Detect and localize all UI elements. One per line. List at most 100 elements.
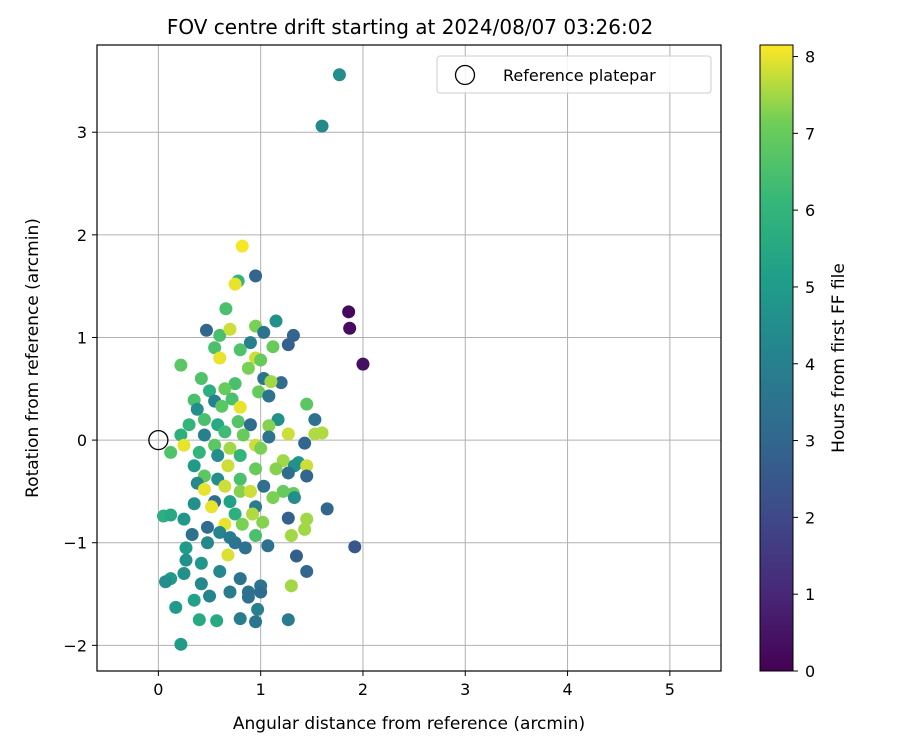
data-point [221,548,235,562]
legend-reference-marker [454,64,476,86]
data-point [187,459,201,473]
data-point [194,556,208,570]
data-point [200,536,214,550]
colorbar: 0 1 2 3 4 5 6 7 8 Hours from first FF file [759,44,849,681]
data-point [257,325,271,339]
data-point [281,511,295,525]
data-point [200,520,214,534]
colorbar-tick-label: 4 [805,355,815,374]
data-point [213,564,227,578]
data-point [298,436,312,450]
data-point [249,529,263,543]
data-point [208,438,222,452]
data-point [228,277,242,291]
data-point [174,428,188,442]
colorbar-ticks: 0 1 2 3 4 5 6 7 8 [793,48,815,681]
data-point [228,507,242,521]
data-point [241,590,255,604]
data-point [281,338,295,352]
data-point [300,459,314,473]
data-point [185,528,199,542]
data-point [284,529,298,543]
x-tick-label: 2 [358,680,368,699]
x-axis-ticks: 0 1 2 3 4 5 [153,671,675,699]
data-point [231,415,245,429]
data-point [256,515,270,529]
data-point [235,517,249,531]
data-point [249,269,263,283]
x-tick-label: 0 [153,680,163,699]
x-tick-label: 5 [665,680,675,699]
x-tick-label: 4 [562,680,572,699]
colorbar-tick-label: 2 [805,508,815,527]
data-point [281,613,295,627]
data-point [208,341,222,355]
data-point [245,507,259,521]
data-point [177,438,191,452]
data-point [203,384,217,398]
chart-title: FOV centre drift starting at 2024/08/07 … [167,15,653,39]
data-point [223,322,237,336]
data-point [203,589,217,603]
data-point [287,491,301,505]
data-point [298,522,312,536]
data-point [289,549,303,563]
data-points [156,68,370,651]
data-point [218,479,232,493]
data-point [281,466,295,480]
data-point [174,637,188,651]
data-point [192,613,206,627]
data-point [315,119,329,133]
data-point [197,428,211,442]
data-point [266,340,280,354]
x-axis-label: Angular distance from reference (arcmin) [233,714,585,734]
data-point [213,328,227,342]
data-point [276,484,290,498]
reference-marker [148,429,169,451]
data-point [300,512,314,526]
data-point [164,508,178,522]
data-point [257,479,271,493]
data-point [274,376,288,390]
data-point [243,336,257,350]
data-point [251,602,265,616]
data-point [228,536,242,550]
y-axis-label: Rotation from reference (arcmin) [23,218,43,498]
data-point [249,462,263,476]
colorbar-tick-label: 6 [805,201,815,220]
data-point [187,497,201,511]
data-point [343,321,357,335]
x-tick-label: 3 [460,680,470,699]
data-point [254,441,268,455]
y-tick-label: 3 [77,123,87,142]
data-point [315,426,329,440]
legend-box [436,55,712,94]
data-point [236,428,250,442]
x-tick-label: 1 [256,680,266,699]
data-point [197,482,211,496]
data-point [179,541,193,555]
data-point [174,358,188,372]
y-tick-label: −1 [63,534,87,553]
data-point [269,462,283,476]
data-point [164,445,178,459]
data-point [262,430,276,444]
data-point [262,389,276,403]
data-point [300,469,314,483]
data-point [199,323,213,337]
data-point [205,500,219,514]
data-point [215,399,229,413]
y-tick-label: 1 [77,328,87,347]
data-point [159,575,173,589]
data-point [223,441,237,455]
data-point [264,375,278,389]
colorbar-tick-label: 0 [805,662,815,681]
data-point [348,540,362,554]
data-point [281,427,295,441]
data-point [238,541,252,555]
data-point [210,614,224,628]
data-point [182,418,196,432]
data-point [194,372,208,386]
